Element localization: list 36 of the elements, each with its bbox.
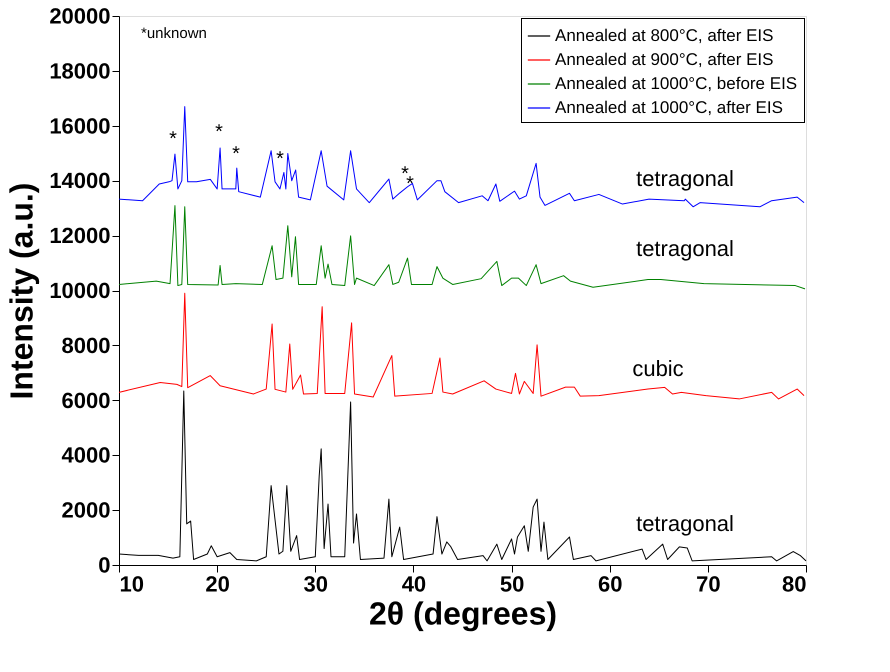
y-tick-label: 18000 bbox=[49, 58, 110, 84]
annotation: * bbox=[276, 148, 284, 170]
line-series bbox=[118, 292, 805, 400]
annotation: tetragonal bbox=[636, 166, 734, 191]
x-tick-label: 30 bbox=[304, 572, 328, 596]
y-tick-label: 6000 bbox=[62, 388, 110, 413]
annotation: * bbox=[232, 143, 240, 165]
y-tick-label: 0 bbox=[98, 552, 110, 578]
y-tick-label: 2000 bbox=[62, 498, 110, 523]
y-tick-label: 20000 bbox=[49, 4, 110, 28]
y-tick-label: 4000 bbox=[62, 442, 110, 468]
annotation: cubic bbox=[632, 356, 684, 381]
annotation: * bbox=[169, 128, 178, 150]
annotation: tetragonal bbox=[636, 236, 734, 261]
x-tick-label: 80 bbox=[782, 572, 806, 596]
legend-label: Annealed at 800°C, after EIS bbox=[555, 26, 774, 45]
y-tick-label: 12000 bbox=[49, 223, 110, 248]
legend-label: Annealed at 1000°C, before EIS bbox=[555, 74, 798, 93]
x-tick-label: 50 bbox=[500, 572, 524, 596]
annotation: *unknown bbox=[141, 25, 207, 42]
line-series bbox=[118, 205, 806, 290]
x-tick-label: 60 bbox=[598, 572, 622, 596]
x-axis-title: 2θ (degrees) bbox=[368, 596, 558, 632]
y-tick-label: 10000 bbox=[49, 278, 110, 303]
x-tick-label: 70 bbox=[696, 572, 721, 596]
y-tick-label: 16000 bbox=[49, 113, 110, 138]
legend-label: Annealed at 900°C, after EIS bbox=[555, 50, 774, 69]
annotation: * bbox=[215, 121, 224, 143]
y-axis-title: Intensity (a.u.) bbox=[3, 182, 40, 400]
y-tick-label: 8000 bbox=[62, 332, 110, 358]
x-tick-label: 20 bbox=[205, 572, 230, 596]
x-tick-label: 40 bbox=[402, 572, 426, 596]
legend-label: Annealed at 1000°C, after EIS bbox=[555, 98, 783, 117]
x-tick-label: 10 bbox=[120, 572, 144, 596]
y-tick-label: 14000 bbox=[49, 168, 110, 194]
annotation: tetragonal bbox=[636, 511, 734, 536]
